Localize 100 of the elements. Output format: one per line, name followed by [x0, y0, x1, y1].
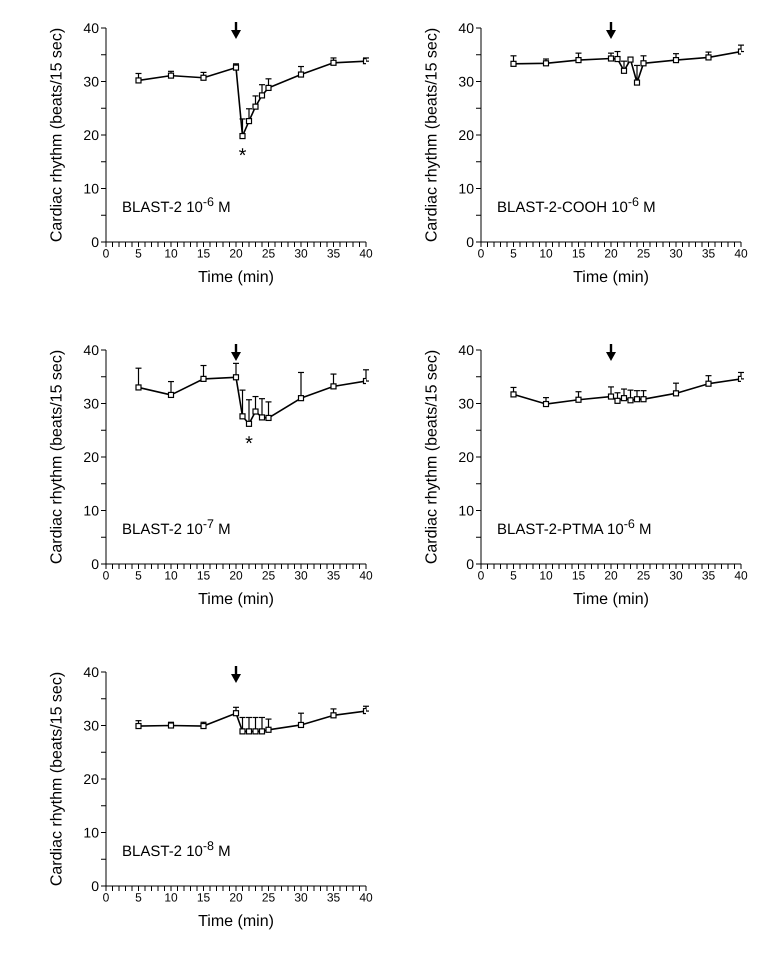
point	[200, 376, 207, 382]
x-tick-label: 20	[229, 890, 243, 905]
y-tick-label: 20	[458, 448, 474, 465]
y-axis-title: Cardiac rhythm (beats/15 sec)	[48, 350, 66, 564]
point	[298, 722, 304, 728]
y-tick-label: 10	[83, 180, 100, 196]
point	[258, 728, 266, 734]
point	[265, 414, 272, 422]
point	[200, 74, 207, 81]
y-tick-label: 30	[83, 73, 100, 90]
annotation: BLAST-2-COOH 10$^{-6}$ M	[497, 194, 656, 218]
y-tick-label: 20	[83, 770, 100, 787]
y-tick-label: 0	[91, 234, 100, 250]
y-tick-label: 30	[83, 717, 100, 734]
x-tick-label: 5	[510, 246, 518, 261]
x-tick-label: 0	[478, 246, 485, 261]
x-tick-label: 25	[636, 568, 650, 583]
x-tick-label: 5	[510, 568, 518, 583]
y-tick-label: 30	[458, 395, 474, 412]
y-axis-title: Cardiac rhythm (beats/15 sec)	[424, 28, 441, 242]
y-axis-title: Cardiac rhythm (beats/15 sec)	[48, 672, 66, 886]
x-tick-label: 25	[636, 246, 650, 261]
x-tick-label: 10	[539, 246, 553, 261]
point	[298, 395, 304, 402]
point	[168, 392, 174, 398]
x-tick-label: 0	[102, 568, 110, 583]
x-tick-label: 40	[359, 568, 373, 583]
point	[542, 60, 550, 66]
point	[705, 54, 712, 61]
x-tick-label: 40	[734, 246, 748, 261]
point	[168, 72, 174, 79]
y-tick-label: 40	[83, 20, 100, 36]
x-axis-title: Time (min)	[573, 269, 649, 286]
y-tick-label: 10	[458, 180, 474, 196]
annotation: *	[238, 145, 247, 168]
point	[330, 383, 337, 390]
annotation: BLAST-2 10$^{-8}$ M	[122, 838, 231, 862]
x-tick-label: 40	[734, 568, 748, 583]
x-tick-label: 20	[229, 568, 243, 583]
annotation: BLAST-2-PTMA 10$^{-6}$ M	[497, 516, 652, 540]
y-tick-label: 40	[83, 664, 100, 680]
x-tick-label: 0	[102, 890, 110, 905]
point	[614, 398, 621, 404]
x-tick-label: 20	[229, 246, 243, 261]
x-tick-label: 15	[196, 246, 210, 261]
point	[705, 380, 712, 387]
x-axis-title: Time (min)	[573, 591, 649, 608]
point	[252, 408, 259, 415]
y-tick-label: 10	[83, 502, 100, 518]
x-tick-label: 20	[604, 568, 618, 583]
x-tick-label: 35	[326, 568, 340, 583]
y-tick-label: 30	[458, 73, 474, 90]
point	[634, 396, 640, 402]
y-tick-label: 30	[83, 395, 100, 412]
point	[614, 56, 621, 62]
x-tick-label: 30	[294, 890, 308, 905]
point	[634, 79, 640, 86]
point	[672, 390, 680, 396]
x-tick-label: 25	[262, 246, 276, 261]
y-tick-label: 20	[83, 448, 100, 465]
y-tick-label: 20	[83, 126, 100, 143]
x-tick-label: 35	[326, 890, 340, 905]
point	[246, 420, 252, 427]
point	[252, 104, 259, 110]
y-tick-label: 20	[458, 126, 474, 143]
point	[200, 722, 207, 730]
point	[575, 57, 582, 64]
x-tick-label: 10	[539, 568, 553, 583]
point	[640, 396, 647, 402]
x-tick-label: 35	[326, 246, 340, 261]
x-tick-label: 40	[359, 246, 373, 261]
point	[640, 60, 647, 66]
point	[620, 395, 628, 402]
point	[627, 56, 634, 63]
point	[672, 57, 680, 64]
point	[135, 77, 142, 84]
y-tick-label: 40	[83, 342, 100, 358]
x-tick-label: 15	[572, 246, 586, 261]
y-tick-label: 0	[91, 878, 100, 894]
point	[510, 391, 517, 398]
y-tick-label: 0	[466, 234, 474, 250]
y-tick-label: 40	[458, 20, 474, 36]
point	[608, 393, 614, 400]
annotation: *	[245, 432, 254, 455]
point	[330, 712, 337, 718]
point	[246, 728, 252, 734]
y-axis-title: Cardiac rhythm (beats/15 sec)	[48, 28, 66, 242]
point	[627, 397, 634, 404]
point	[542, 400, 550, 408]
point	[239, 413, 246, 420]
x-tick-label: 10	[164, 246, 178, 261]
point	[575, 396, 582, 403]
point	[265, 84, 272, 92]
point	[232, 374, 240, 380]
x-axis-title: Time (min)	[198, 269, 274, 286]
x-tick-label: 10	[164, 568, 178, 583]
x-tick-label: 40	[359, 890, 373, 905]
x-axis-title: Time (min)	[198, 913, 274, 930]
point	[258, 414, 266, 421]
x-tick-label: 25	[262, 568, 276, 583]
